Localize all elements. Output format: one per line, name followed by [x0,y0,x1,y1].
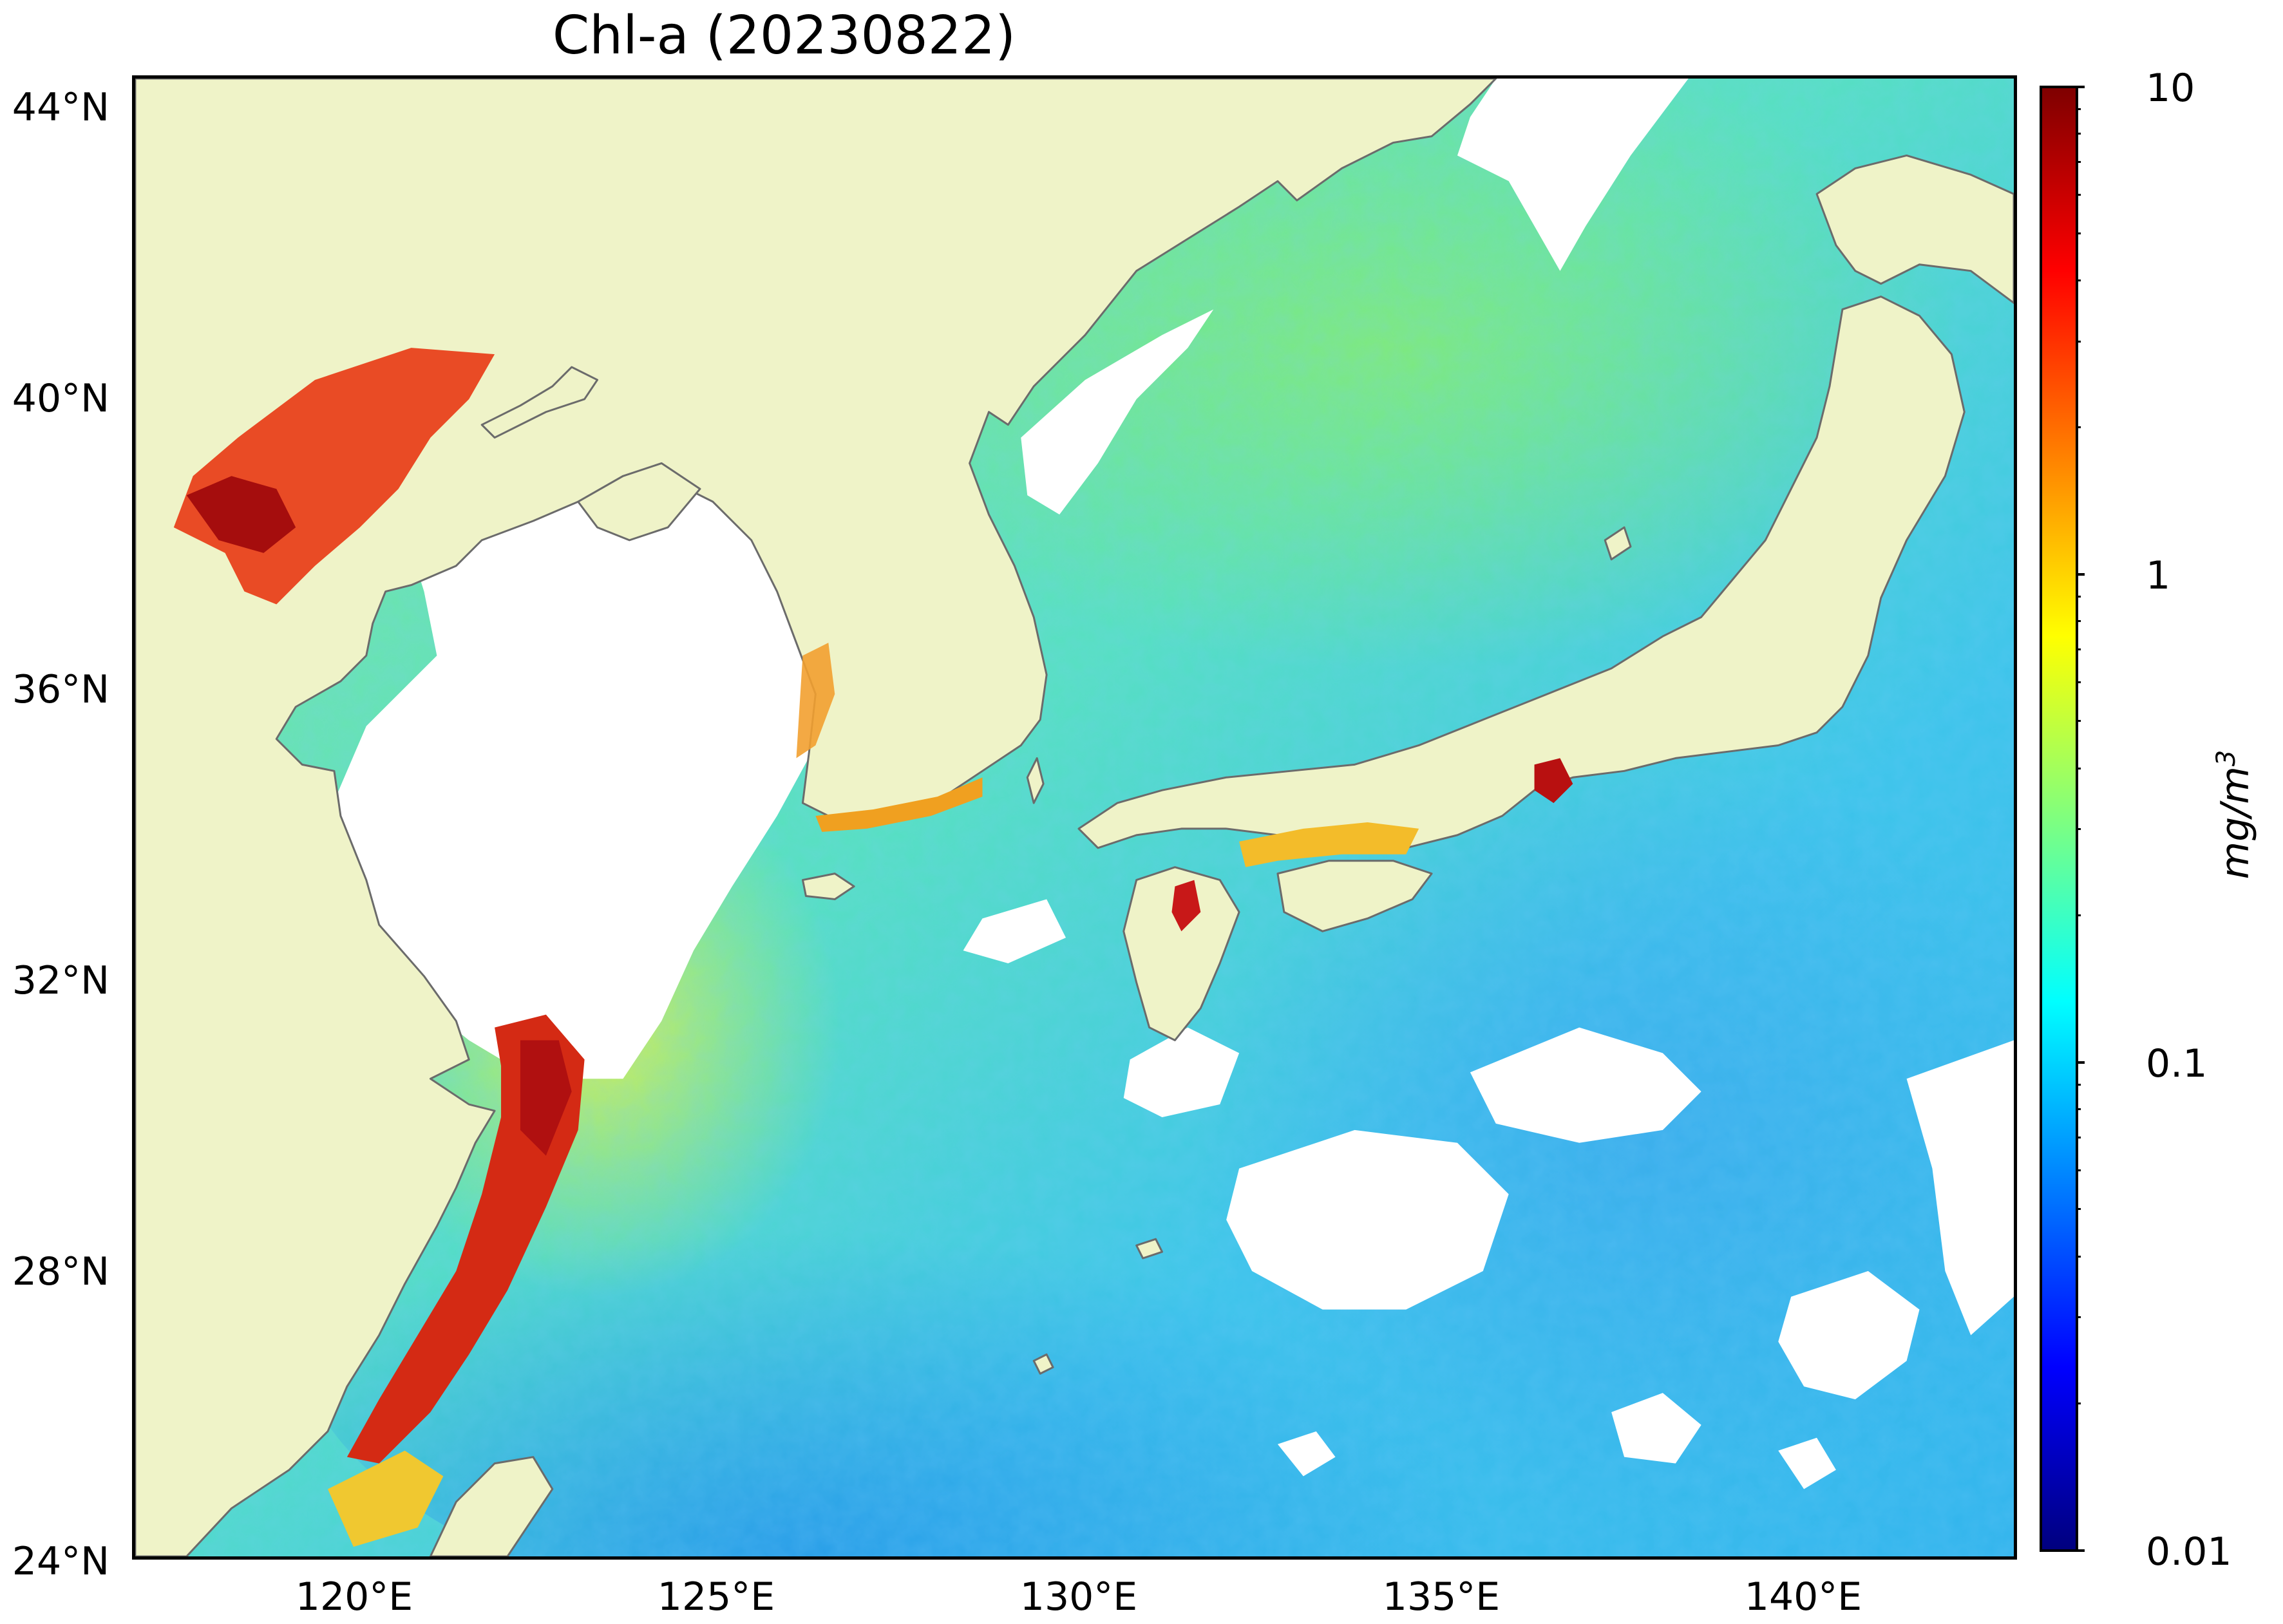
colorbar-label-1: 1 [2146,553,2171,598]
colorbar-minor-tick [2076,1316,2081,1318]
hokkaido-land [1815,154,2014,304]
jeju-island [801,873,855,900]
colorbar-label-10: 10 [2146,66,2195,111]
shikoku-land [1276,860,1433,932]
colorbar-minor-tick [2076,1137,2081,1138]
lat-label-36: 36°N [12,667,109,712]
map-panel [132,75,2017,1560]
no-data-areas [327,79,2014,1489]
colorbar-minor-tick [2076,279,2081,281]
lon-label-135: 135°E [1382,1574,1501,1619]
sado-island [1604,526,1632,561]
seto-inland-sea [1239,822,1419,867]
colorbar-minor-tick [2076,1169,2081,1171]
colorbar-minor-tick [2076,426,2081,428]
lat-label-44: 44°N [12,85,109,130]
colorbar-minor-tick [2076,232,2081,234]
lat-label-32: 32°N [12,958,109,1003]
colorbar-minor-tick [2076,596,2081,598]
taiwan-strait-yellow [327,1450,444,1547]
colorbar-minor-tick [2076,1256,2081,1258]
colorbar-minor-tick [2076,108,2081,110]
tsushima-island [1026,757,1045,804]
ariake-bay [1171,880,1201,932]
colorbar-tick-1 [2076,573,2085,576]
colorbar-minor-tick [2076,341,2081,343]
okinawa-island [1032,1353,1054,1375]
colorbar-minor-tick [2076,768,2081,770]
lat-label-28: 28°N [12,1249,109,1294]
colorbar-minor-tick [2076,648,2081,650]
map-canvas [135,79,2014,1556]
lat-label-24: 24°N [12,1539,109,1584]
colorbar-tick-0.1 [2076,1061,2085,1064]
colorbar-minor-tick [2076,620,2081,622]
liaodong-land [480,366,599,439]
lon-label-125: 125°E [657,1574,775,1619]
korea-west-coast [796,643,835,759]
colorbar-label-0.01: 0.01 [2146,1529,2232,1574]
colorbar-minor-tick [2076,828,2081,830]
colorbar-minor-tick [2076,133,2081,135]
kyushu-land [1123,866,1240,1041]
bohai-land-gap [577,462,701,542]
colorbar-unit-sup: 3 [2212,750,2241,767]
colorbar-minor-tick [2076,1208,2081,1210]
yangtze-core [520,1040,572,1156]
amami-island [1135,1238,1164,1260]
taiwan-land [429,1456,554,1556]
colorbar-minor-tick [2076,681,2081,683]
colorbar-tick-0.01 [2076,1549,2085,1552]
colorbar-unit-main: mg/m [2213,766,2258,880]
colorbar-minor-tick [2076,914,2081,916]
ise-bay [1534,758,1573,804]
colorbar-tick-10 [2076,86,2085,88]
colorbar-minor-tick [2076,161,2081,163]
colorbar-unit: mg/m3 [2212,750,2258,880]
colorbar-minor-tick [2076,1084,2081,1086]
colorbar-minor-tick [2076,720,2081,722]
colorbar-minor-tick [2076,1402,2081,1404]
lon-label-120: 120°E [295,1574,413,1619]
bohai-core [186,476,296,553]
lat-label-40: 40°N [12,376,109,421]
lon-label-130: 130°E [1019,1574,1138,1619]
lon-label-140: 140°E [1744,1574,1862,1619]
colorbar-minor-tick [2076,194,2081,196]
high-chl-zones [173,348,1573,1547]
korea-south-coast [815,777,983,832]
map-title: Chl-a (20230822) [552,5,1016,66]
colorbar [2040,86,2078,1552]
colorbar-minor-tick [2076,1108,2081,1110]
colorbar-label-0.1: 0.1 [2146,1041,2208,1086]
